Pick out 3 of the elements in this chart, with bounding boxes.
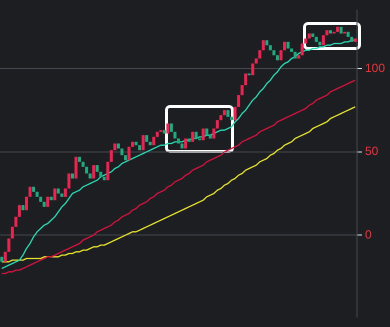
y-tick-label: 100 [364, 60, 386, 75]
y-tick-label: 50 [364, 144, 379, 158]
y-tick-label: 0 [364, 227, 372, 242]
